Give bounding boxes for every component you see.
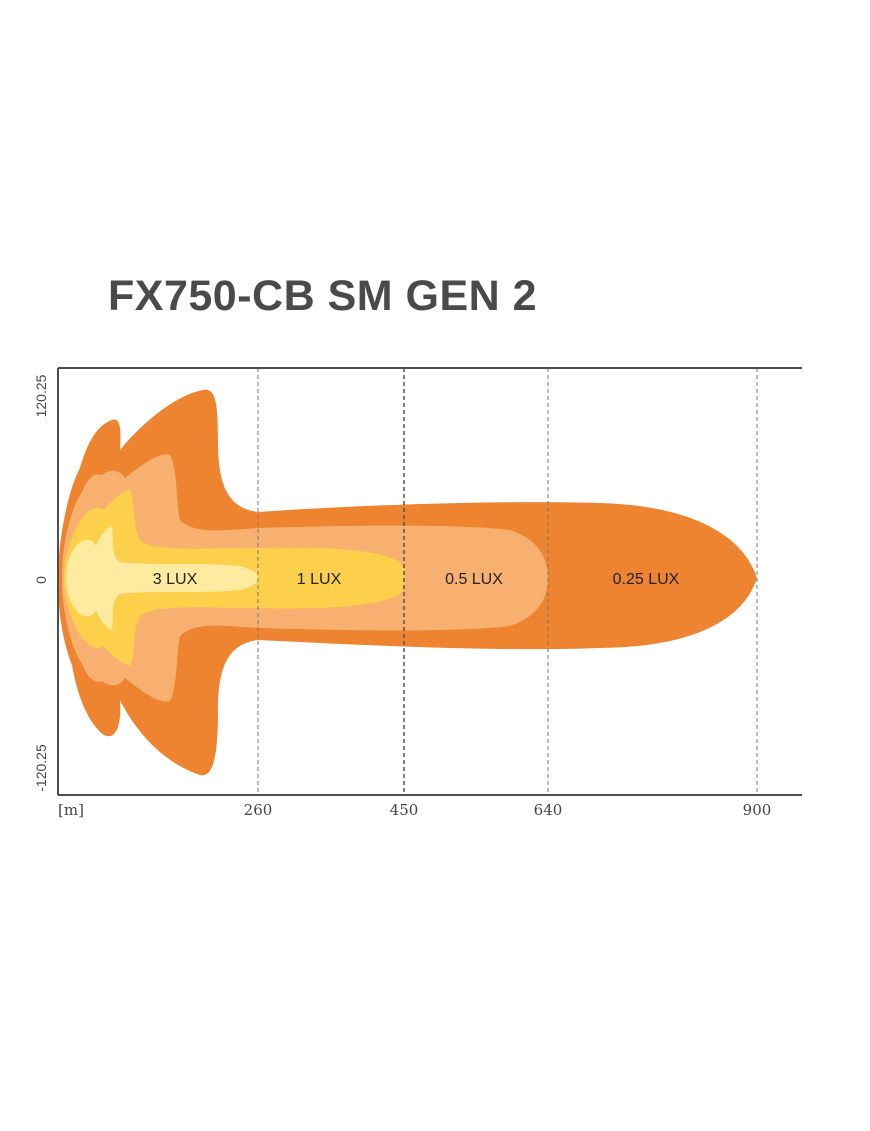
zone-label-3-lux: 3 LUX — [153, 571, 198, 588]
zone-label-0.25-lux: 0.25 LUX — [613, 571, 680, 588]
zone-3-lux — [66, 526, 258, 630]
y-tick-label: -120.25 — [33, 744, 49, 792]
chart-title: FX750-CB SM GEN 2 — [108, 272, 538, 320]
y-tick-label: 0 — [33, 576, 49, 584]
y-tick-label: 120.25 — [33, 374, 49, 417]
zone-label-1-lux: 1 LUX — [297, 571, 342, 588]
zone-label-0.5-lux: 0.5 LUX — [445, 571, 503, 588]
x-unit-label: [m] — [58, 801, 84, 819]
x-tick-label: 260 — [244, 801, 273, 819]
x-tick-label: 900 — [743, 801, 772, 819]
x-tick-label: 450 — [390, 801, 419, 819]
x-tick-label: 640 — [534, 801, 563, 819]
